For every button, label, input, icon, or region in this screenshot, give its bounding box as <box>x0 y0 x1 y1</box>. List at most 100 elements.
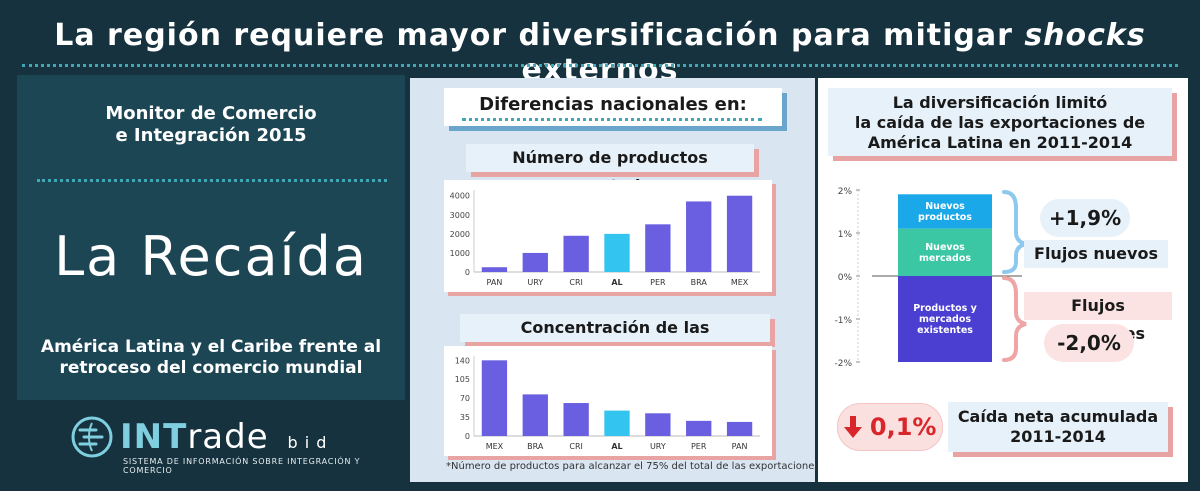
bar-bra <box>522 394 548 436</box>
x-tick-label: PAN <box>732 442 748 451</box>
title-emphasis: shocks <box>1024 18 1146 53</box>
x-tick-label: URY <box>650 442 666 451</box>
chart-2-title: Concentración de las exportaciones* <box>460 314 770 368</box>
net-drop-line-1: Caída neta acumulada <box>957 407 1159 426</box>
existing-flows-label: Flujos existentes <box>1024 292 1172 343</box>
y-tick-label: 70 <box>460 394 470 403</box>
report-name-line-2: e Integración 2015 <box>115 125 307 146</box>
x-tick-label: CRI <box>569 278 583 287</box>
y-tick-label: 1% <box>838 230 853 240</box>
y-tick-label: 1000 <box>450 249 470 258</box>
y-tick-label: 0 <box>465 432 470 441</box>
existing-flows-value-label: -2,0% <box>1057 331 1121 355</box>
report-name-line-1: Monitor de Comercio <box>105 103 317 124</box>
x-tick-label: BRA <box>527 442 544 451</box>
y-tick-label: 0 <box>465 268 470 277</box>
y-tick-label: 140 <box>455 356 470 365</box>
bar-cri <box>563 403 589 436</box>
x-tick-label: MEX <box>731 278 749 287</box>
bar-bra <box>686 201 712 272</box>
x-tick-label: MEX <box>486 442 504 451</box>
chart-export-decomposition: 2%1%0%-1%-2%NuevosproductosNuevosmercado… <box>834 187 1022 369</box>
new-flows-value-label: +1,9% <box>1048 206 1122 230</box>
existing-flows-value: -2,0% <box>1044 324 1134 362</box>
x-tick-label: AL <box>611 442 622 451</box>
segment-new-products <box>898 194 992 229</box>
segment-existing-label: existentes <box>917 325 973 336</box>
report-cover-panel: Monitor de Comercio e Integración 2015 L… <box>17 75 405 400</box>
y-tick-label: 0% <box>838 273 853 283</box>
right-title-line-1: La diversificación limitó <box>892 93 1108 112</box>
segment-existing-label: mercados <box>919 314 971 325</box>
logo-wordmark: INTrade b i d <box>120 417 327 457</box>
new-flows-label: Flujos nuevos <box>1024 240 1168 268</box>
page-title: La región requiere mayor diversificación… <box>0 18 1200 88</box>
chart-1-container: 0 1000 2000 3000 4000 PAN URY CRI AL PER BRA MEX <box>444 180 772 292</box>
header-banner: La región requiere mayor diversificación… <box>0 0 1200 88</box>
segment-new-products-label: productos <box>918 212 972 223</box>
title-text: La región requiere mayor diversificación… <box>54 18 1013 53</box>
logo-bid: b i d <box>287 433 328 452</box>
section-header-label: Diferencias nacionales en: <box>479 94 747 115</box>
bar-al <box>604 233 630 272</box>
net-drop-value: 0,1% <box>869 413 937 441</box>
y-tick-label: 4000 <box>450 192 470 201</box>
bar-pan <box>481 267 508 272</box>
chart-1-title: Número de productos exportados <box>466 144 754 195</box>
bar-mex <box>481 360 508 436</box>
footnote: *Número de productos para alcanzar el 75… <box>446 461 820 472</box>
bar-pan <box>726 421 753 436</box>
logo-rade: rade <box>187 417 269 457</box>
bar-per <box>686 420 712 436</box>
x-tick-label: URY <box>527 278 543 287</box>
y-tick-label: -1% <box>834 316 852 326</box>
report-subtitle: América Latina y el Caribe frente al ret… <box>17 337 405 379</box>
chart-products-exported: 0 1000 2000 3000 4000 PAN URY CRI AL PER BRA MEX <box>450 190 760 287</box>
globe-icon <box>71 416 113 458</box>
net-drop-badge: 0,1% <box>838 404 942 450</box>
dotted-divider <box>462 118 762 121</box>
y-tick-label: 35 <box>460 413 470 422</box>
x-tick-label: PAN <box>487 278 503 287</box>
net-drop-line-2: 2011-2014 <box>1010 427 1106 446</box>
y-tick-label: 2% <box>838 187 853 197</box>
report-title: La Recaída <box>54 225 368 288</box>
right-title-line-2: la caída de las exportaciones de <box>854 113 1146 132</box>
x-tick-label: PER <box>650 278 666 287</box>
y-tick-label: 2000 <box>450 230 470 239</box>
segment-existing <box>898 276 992 362</box>
segment-new-markets-label: Nuevos <box>925 242 965 253</box>
chart-2-container: 0 35 70 105 140 MEX BRA CRI AL URY PER PAN <box>444 346 772 456</box>
dotted-divider <box>37 179 387 182</box>
section-header: Diferencias nacionales en: <box>444 88 782 126</box>
logo-int: INT <box>120 417 188 457</box>
report-subtitle-line-2: retroceso del comercio mundial <box>59 358 363 378</box>
bar-ury <box>522 252 548 272</box>
segment-new-products-label: Nuevos <box>925 201 965 212</box>
new-flows-value: +1,9% <box>1040 199 1130 237</box>
x-tick-label: PER <box>691 442 707 451</box>
x-tick-label: BRA <box>691 278 708 287</box>
y-tick-label: -2% <box>834 359 852 369</box>
bracket-graphic <box>1002 190 1027 362</box>
y-tick-label: 3000 <box>450 211 470 220</box>
bar-cri <box>563 235 589 272</box>
report-name: Monitor de Comercio e Integración 2015 <box>17 103 405 147</box>
chart-export-concentration: 0 35 70 105 140 MEX BRA CRI AL URY PER PAN <box>455 356 760 451</box>
logo-tagline: SISTEMA DE INFORMACIÓN SOBRE INTEGRACIÓN… <box>123 457 361 475</box>
x-tick-label: AL <box>611 278 622 287</box>
segment-existing-label: Productos y <box>913 303 977 314</box>
bar-mex <box>726 195 753 272</box>
bar-ury <box>645 413 671 436</box>
intrade-logo[interactable]: INTrade b i d SISTEMA DE INFORMACIÓN SOB… <box>65 415 375 475</box>
right-panel-title: La diversificación limitó la caída de la… <box>828 88 1172 156</box>
dotted-divider <box>22 64 1178 67</box>
net-drop-label: Caída neta acumulada 2011-2014 <box>948 402 1168 452</box>
x-tick-label: CRI <box>569 442 583 451</box>
y-tick-label: 105 <box>455 375 470 384</box>
right-title-line-3: América Latina en 2011-2014 <box>867 133 1133 152</box>
new-flows-label-text: Flujos nuevos <box>1034 244 1158 263</box>
segment-new-markets-label: mercados <box>919 253 971 264</box>
bar-per <box>645 224 671 272</box>
bar-al <box>604 410 630 436</box>
